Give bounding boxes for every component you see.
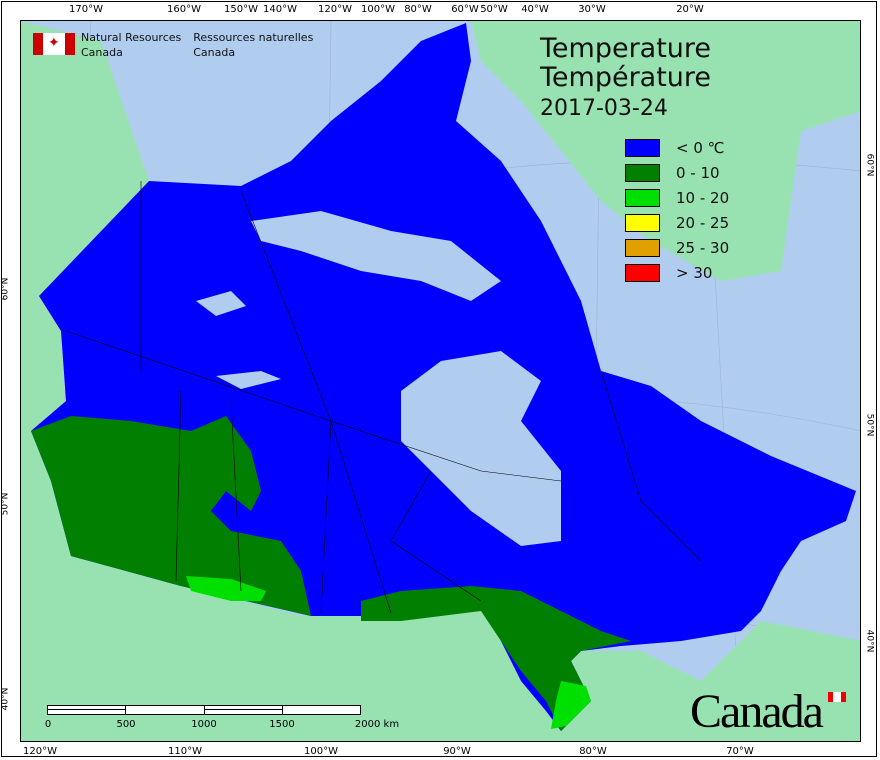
bottom-tick: 70°W [726, 746, 754, 757]
greenland [471, 21, 860, 281]
great-slave-lake [216, 371, 281, 389]
agency-fr-line2: Canada [193, 46, 236, 59]
legend-item: > 30 [625, 260, 729, 285]
map-title: Temperature Température [540, 34, 711, 92]
canada-10-20-ontario [551, 681, 591, 729]
legend-item: 0 - 10 [625, 160, 729, 185]
legend-label: > 30 [676, 263, 713, 282]
legend-swatch [625, 138, 660, 157]
canada-0-10 [31, 416, 311, 616]
legend-label: 25 - 30 [676, 238, 730, 257]
map-canvas [21, 21, 860, 741]
legend-swatch [625, 263, 660, 282]
top-tick: 100°W [361, 4, 395, 15]
legend-swatch [625, 188, 660, 207]
legend-item: 25 - 30 [625, 235, 729, 260]
top-tick: 30°W [578, 4, 606, 15]
legend-label: 20 - 25 [676, 213, 730, 232]
province-borders [65, 181, 702, 614]
legend-swatch [625, 213, 660, 232]
left-tick: 50°N [0, 492, 11, 516]
top-tick: 140°W [263, 4, 297, 15]
temperature-map [20, 20, 861, 742]
title-en: Temperature [540, 33, 712, 64]
greenland-east [801, 26, 841, 91]
legend-item: 20 - 25 [625, 210, 729, 235]
right-tick: 60°N [864, 153, 875, 177]
arctic-channels [251, 211, 501, 301]
canada-flag-icon: ✦ [33, 33, 75, 55]
alaska [21, 21, 860, 741]
legend-label: 10 - 20 [676, 188, 730, 207]
agency-en-line2: Canada [81, 46, 123, 59]
canada-wordmark: Canada [690, 685, 824, 738]
top-tick: 120°W [318, 4, 352, 15]
legend-swatch [625, 163, 660, 182]
top-tick: 80°W [404, 4, 432, 15]
hudson-bay [401, 351, 561, 546]
scale-bar: 0 500 1000 1500 2000 km [45, 705, 399, 730]
top-tick: 50°W [480, 4, 508, 15]
top-tick: 60°W [451, 4, 479, 15]
left-tick: 60°N [0, 277, 11, 301]
bottom-tick: 110°W [168, 746, 202, 757]
map-date: 2017-03-24 [540, 96, 668, 121]
scale-label: 1000 [191, 719, 217, 730]
bottom-tick: 100°W [304, 746, 338, 757]
right-tick: 40°N [864, 629, 875, 653]
canada-10-20 [186, 576, 266, 601]
top-tick: 170°W [69, 4, 103, 15]
legend: < 0 ℃ 0 - 10 10 - 20 20 - 25 25 - 30 > 3… [625, 135, 729, 285]
title-fr: Température [540, 62, 712, 93]
left-tick: 40°N [0, 687, 11, 711]
scale-label: 500 [116, 719, 136, 730]
scale-label: 0 [44, 719, 52, 730]
bottom-tick: 80°W [579, 746, 607, 757]
legend-swatch [625, 238, 660, 257]
nrcan-signature: ✦ Natural Resources Canada Ressources nat… [33, 30, 313, 60]
legend-item: < 0 ℃ [625, 135, 729, 160]
wordmark-flag-icon [828, 692, 846, 702]
legend-item: 10 - 20 [625, 185, 729, 210]
scale-label: 1500 [269, 719, 295, 730]
top-tick: 40°W [521, 4, 549, 15]
bottom-tick: 120°W [23, 746, 57, 757]
right-tick: 50°N [864, 413, 875, 437]
top-tick: 20°W [676, 4, 704, 15]
scale-label: 2000 km [354, 719, 400, 730]
great-bear-lake [196, 291, 246, 316]
top-tick: 160°W [167, 4, 201, 15]
agency-en-line1: Natural Resources [81, 31, 182, 44]
agency-fr-line1: Ressources naturelles [193, 31, 314, 44]
legend-label: 0 - 10 [676, 163, 720, 182]
legend-label: < 0 ℃ [676, 138, 725, 157]
bottom-tick: 90°W [443, 746, 471, 757]
top-tick: 150°W [224, 4, 258, 15]
